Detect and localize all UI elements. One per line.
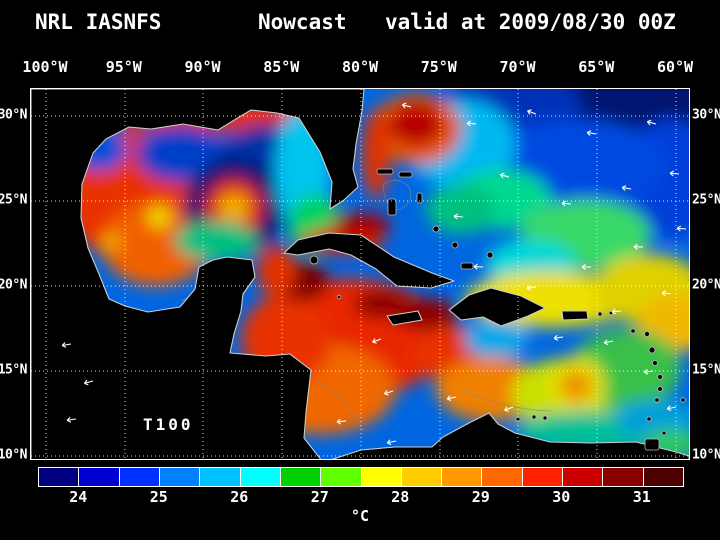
top-axis-label: 95°W	[105, 58, 142, 76]
top-axis-label: 70°W	[499, 58, 536, 76]
colorbar-segment	[119, 468, 159, 486]
top-axis: 100°W 95°W 90°W 85°W 80°W 75°W 70°W 65°W 60°W	[0, 58, 720, 80]
colorbar-segment	[643, 468, 683, 486]
right-axis-label: 25°N	[692, 192, 720, 208]
colorbar-segment	[401, 468, 442, 486]
top-axis-label: 65°W	[578, 58, 615, 76]
left-axis-label: 20°N	[0, 277, 28, 293]
right-axis-label: 10°N	[692, 447, 720, 463]
top-axis-label: 100°W	[22, 58, 68, 76]
top-axis-label: 90°W	[184, 58, 221, 76]
right-axis-label: 30°N	[692, 107, 720, 123]
colorbar-segment	[159, 468, 200, 486]
south-america-landmass	[331, 412, 689, 459]
colorbar-segment	[361, 468, 401, 486]
colorbar-segment	[603, 468, 643, 486]
colorbar-segment	[79, 468, 119, 486]
colorbar-tick-label: 25	[149, 488, 168, 506]
cuba	[283, 232, 455, 289]
temperature-field	[61, 89, 689, 459]
colorbar-segment	[442, 468, 482, 486]
jamaica	[386, 310, 423, 326]
colorbar-segment	[482, 468, 522, 486]
title-system: NRL IASNFS	[35, 10, 162, 34]
colorbar-segment	[240, 468, 280, 486]
title-product: Nowcast	[258, 10, 347, 34]
colorbar-segment	[39, 468, 79, 486]
colorbar-unit: °C	[350, 507, 370, 525]
grid-lines	[31, 89, 689, 459]
colorbar-tick-label: 31	[632, 488, 651, 506]
right-axis: 30°N 25°N 20°N 15°N 10°N	[690, 88, 720, 463]
map-canvas	[31, 89, 689, 459]
small-islands	[309, 168, 686, 451]
puerto-rico	[561, 310, 589, 321]
top-axis-label: 80°W	[341, 58, 379, 76]
top-axis-label: 75°W	[420, 58, 457, 76]
left-axis-label: 15°N	[0, 362, 28, 378]
colorbar-segment	[200, 468, 240, 486]
left-axis: 30°N 25°N 20°N 15°N 10°N	[0, 88, 28, 463]
map-frame: T100	[30, 88, 690, 460]
left-axis-label: 30°N	[0, 107, 28, 123]
colorbar-tick-label: 26	[230, 488, 249, 506]
title-valid: valid at 2009/08/30 00Z	[385, 10, 676, 34]
colorbar-tick-label: 24	[69, 488, 88, 506]
north-america-landmass	[31, 89, 365, 459]
top-axis-label: 60°W	[656, 58, 694, 76]
map-annotation-t100: T100	[143, 415, 194, 434]
left-axis-label: 25°N	[0, 192, 28, 208]
colorbar-segment	[280, 468, 321, 486]
colorbar-segment	[563, 468, 603, 486]
colorbar-segment	[321, 468, 361, 486]
right-axis-label: 15°N	[692, 362, 720, 378]
left-axis-label: 10°N	[0, 447, 28, 463]
colorbar-segment	[522, 468, 563, 486]
top-axis-label: 85°W	[263, 58, 300, 76]
colorbar-tick-label: 27	[310, 488, 329, 506]
colorbar-tick-label: 30	[552, 488, 571, 506]
right-axis-label: 20°N	[692, 277, 720, 293]
land-masses	[31, 89, 689, 459]
colorbar	[38, 467, 684, 487]
colorbar-tick-label: 28	[391, 488, 410, 506]
hispaniola	[448, 287, 546, 327]
colorbar-tick-label: 29	[471, 488, 490, 506]
